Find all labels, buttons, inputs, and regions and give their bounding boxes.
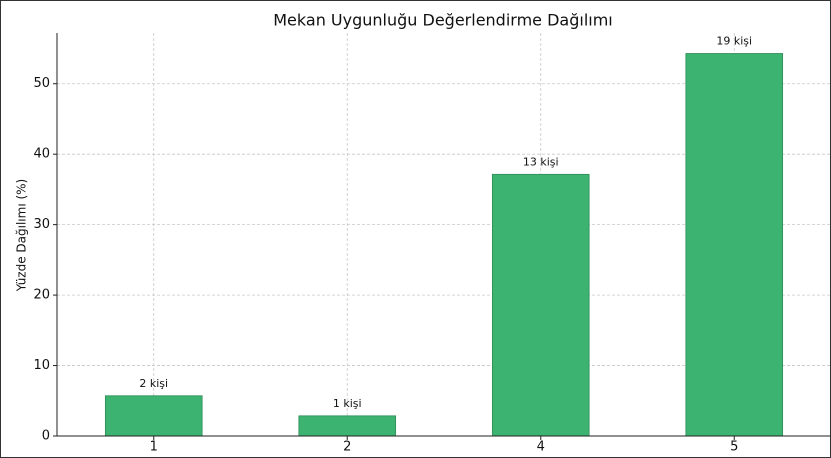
x-tick-label: 5 <box>730 440 738 455</box>
y-tick-label: 0 <box>42 429 50 444</box>
bar-label: 13 kişi <box>523 155 559 168</box>
bar-label: 2 kişi <box>139 377 168 390</box>
y-tick-label: 50 <box>33 76 50 91</box>
chart-title: Mekan Uygunluğu Değerlendirme Dağılımı <box>273 11 612 30</box>
y-tick-label: 20 <box>33 288 50 303</box>
y-tick-label: 40 <box>33 147 50 162</box>
y-tick-label: 30 <box>33 217 50 232</box>
y-tick-label: 10 <box>33 358 50 373</box>
y-axis-label: Yüzde Dağılımı (%) <box>15 179 29 293</box>
x-tick-label: 2 <box>343 440 351 455</box>
bar <box>685 53 784 437</box>
bar <box>491 173 590 437</box>
bar <box>104 395 203 437</box>
x-tick-label: 4 <box>537 440 545 455</box>
bar-label: 19 kişi <box>716 35 752 48</box>
bar <box>298 415 397 437</box>
x-tick-label: 1 <box>150 440 158 455</box>
bar-label: 1 kişi <box>333 397 362 410</box>
